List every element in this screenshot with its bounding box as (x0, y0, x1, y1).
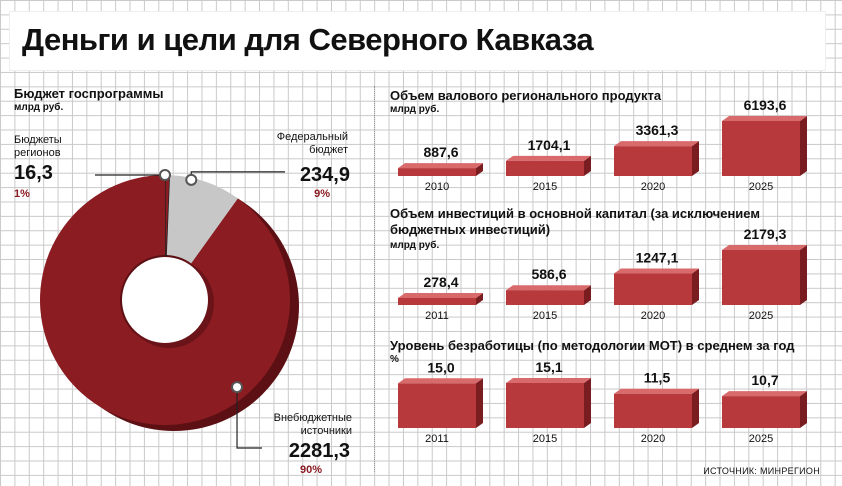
gdp-chart-unit: млрд руб. (390, 104, 440, 115)
gdp-bar-2015 (506, 155, 591, 176)
slice-label-regions: Бюджеты регионов (14, 134, 62, 159)
gdp-value-label: 3361,3 (636, 122, 679, 138)
investment-chart-title: Объем инвестиций в основной капитал (за … (390, 206, 760, 237)
unemployment-chart-unit: % (390, 354, 399, 365)
pie-unit: млрд руб. (14, 102, 64, 113)
unemployment-value-label: 15,0 (427, 359, 454, 375)
investment-value-label: 586,6 (531, 266, 566, 282)
investment-category-label: 2011 (425, 310, 449, 322)
slice-federal (166, 175, 238, 264)
slice-extrabudget (40, 175, 291, 425)
gdp-category-label: 2020 (641, 181, 665, 193)
leader-extrabudget (236, 387, 262, 449)
unemployment-category-label: 2025 (749, 433, 773, 445)
investment-value-label: 1247,1 (636, 250, 679, 266)
gdp-category-label: 2025 (749, 181, 773, 193)
unemployment-value-label: 15,1 (535, 359, 562, 375)
slice-value-extrabudget: 2281,3 (288, 440, 350, 462)
unemployment-category-label: 2015 (533, 433, 557, 445)
investment-category-label: 2020 (641, 310, 665, 322)
leader-regions-marker (159, 169, 171, 181)
leader-federal-marker (185, 173, 198, 186)
panel-divider (374, 86, 375, 472)
unemployment-bar-2025 (722, 391, 807, 428)
investment-value-label: 2179,3 (744, 226, 787, 242)
investment-bar-2020 (614, 268, 699, 305)
investment-bar-2011 (398, 292, 483, 305)
slice-percent-federal: 9% (314, 188, 330, 200)
gdp-bar-2010 (398, 163, 483, 176)
gdp-bar-2020 (614, 141, 699, 176)
unemployment-category-label: 2020 (641, 433, 665, 445)
unemployment-bar-2011 (398, 378, 483, 428)
unemployment-value-label: 11,5 (644, 370, 671, 386)
gdp-category-label: 2015 (533, 181, 557, 193)
unemployment-bar-2020 (614, 388, 699, 428)
investment-bar-2015 (506, 285, 591, 305)
pie-title: Бюджет госпрограммы (14, 86, 164, 101)
title-box (10, 12, 825, 70)
unemployment-bar-2015 (506, 378, 591, 428)
investment-category-label: 2025 (749, 310, 773, 322)
source-note: ИСТОЧНИК: МИНРЕГИОН (703, 466, 820, 476)
investment-bar-2025 (722, 245, 807, 305)
gdp-chart-title: Объем валового регионального продукта (390, 88, 662, 103)
slice-label-extrabudget: Внебюджетные источники (273, 412, 352, 437)
investment-chart-unit: млрд руб. (390, 240, 440, 251)
unemployment-category-label: 2011 (425, 433, 449, 445)
investment-category-label: 2015 (533, 310, 557, 322)
slice-label-federal: Федеральный бюджет (276, 131, 348, 156)
unemployment-chart-title: Уровень безработицы (по методологии МОТ)… (390, 338, 795, 353)
gdp-value-label: 1704,1 (528, 137, 571, 153)
gdp-bar-2025 (722, 116, 807, 176)
investment-value-label: 278,4 (423, 274, 458, 290)
gdp-category-label: 2010 (425, 181, 449, 193)
page-title: Деньги и цели для Северного Кавказа (22, 22, 594, 57)
slice-value-regions: 16,3 (14, 162, 53, 184)
slice-value-federal: 234,9 (299, 164, 350, 186)
gdp-value-label: 887,6 (423, 144, 458, 160)
slice-percent-extrabudget: 90% (299, 464, 322, 476)
gdp-value-label: 6193,6 (744, 97, 787, 113)
leader-extrabudget-marker (231, 381, 244, 394)
unemployment-value-label: 10,7 (751, 372, 778, 388)
donut-hole (122, 257, 208, 343)
slice-percent-regions: 1% (14, 188, 30, 200)
